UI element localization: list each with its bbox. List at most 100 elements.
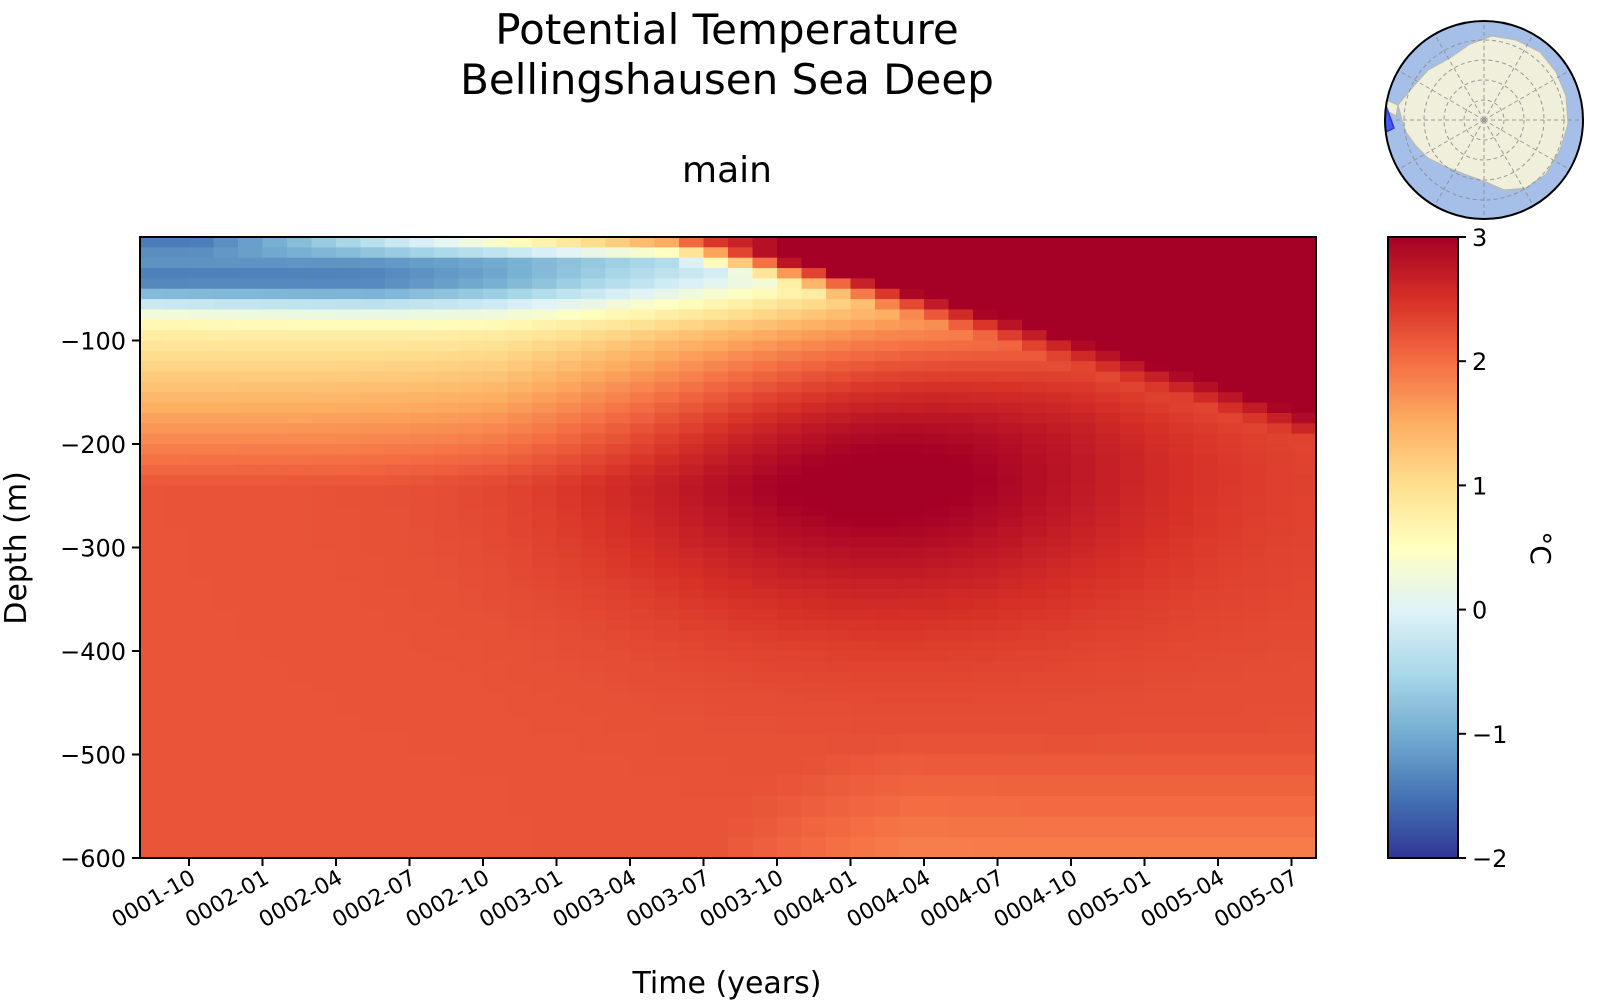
heatmap-cell [1291,568,1317,580]
heatmap-cell [1291,682,1317,693]
heatmap-cell [899,381,925,393]
colorbar-label: °C [1524,531,1557,565]
heatmap-cell [1193,361,1219,373]
heatmap-cell [164,837,190,859]
heatmap-cell [164,464,190,476]
heatmap-cell [924,640,950,652]
heatmap-cell [1267,350,1293,362]
heatmap-cell [238,578,264,590]
heatmap-cell [605,340,631,352]
heatmap-cell [532,330,558,342]
heatmap-cell [434,454,460,466]
heatmap-cell [777,671,803,683]
heatmap-cell [1120,692,1146,704]
heatmap-cell [262,640,288,652]
heatmap-cell [556,733,582,756]
heatmap-cell [1193,715,1219,735]
heatmap-cell [679,630,705,642]
heatmap-cell [336,526,362,538]
heatmap-cell [262,526,288,538]
heatmap-cell [1169,754,1195,776]
heatmap-cell [262,506,288,518]
heatmap-cell [1291,381,1317,393]
heatmap-cell [262,754,288,776]
heatmap-cell [1071,309,1097,321]
heatmap-cell [899,402,925,414]
heatmap-cell [360,754,386,776]
heatmap-cell [581,402,607,414]
heatmap-cell [140,381,166,393]
heatmap-cell [409,537,435,549]
heatmap-cell [850,361,876,373]
colorbar-tick-label: 1 [1472,472,1487,500]
x-tick-label: 0001-10 [108,866,200,934]
heatmap-cell [997,392,1023,404]
heatmap-cell [752,340,778,352]
heatmap-cell [850,557,876,569]
heatmap-cell [1267,330,1293,342]
heatmap-cell [1291,537,1317,549]
heatmap-cell [1144,526,1170,538]
heatmap-cell [899,423,925,435]
heatmap-cell [311,692,337,704]
heatmap-cell [385,795,411,818]
heatmap-cell [973,526,999,538]
heatmap-cell [140,340,166,352]
heatmap-cell [899,578,925,590]
heatmap-cell [213,257,239,269]
heatmap-cell [1193,371,1219,383]
heatmap-cell [238,526,264,538]
heatmap-cell [1267,319,1293,331]
heatmap-cell [1169,299,1195,311]
heatmap-cell [1193,816,1219,838]
x-tick-label: 0002-01 [181,866,273,934]
heatmap-cell [826,526,852,538]
heatmap-cell [1022,495,1048,507]
heatmap-cell [973,516,999,528]
colorbar-fill [1387,236,1459,859]
heatmap-cell [850,257,876,269]
heatmap-cell [213,588,239,600]
heatmap-cell [189,619,215,631]
heatmap-cell [507,464,533,476]
heatmap-cell [409,682,435,693]
heatmap-cell [189,299,215,311]
heatmap-cell [826,661,852,673]
heatmap-cell [850,837,876,859]
heatmap-cell [801,309,827,321]
heatmap-cell [605,733,631,756]
heatmap-cell [1120,454,1146,466]
heatmap-cell [483,444,509,455]
heatmap-cell [360,288,386,300]
map-latitude-circle [1463,99,1505,141]
heatmap-cell [434,754,460,776]
heatmap-cell [311,837,337,859]
heatmap-cell [458,237,484,248]
heatmap-cell [605,651,631,662]
heatmap-cell [213,340,239,352]
heatmap-cell [1267,651,1293,662]
heatmap-cell [801,640,827,652]
heatmap-cell [728,588,754,600]
heatmap-cell [1046,402,1072,414]
heatmap-cell [1291,795,1317,818]
heatmap-cell [752,247,778,259]
heatmap-cell [777,537,803,549]
heatmap-cell [973,423,999,435]
heatmap-cell [409,464,435,476]
heatmap-cell [1046,340,1072,352]
heatmap-cell [360,733,386,756]
heatmap-cell [1242,433,1268,445]
heatmap-cell [801,547,827,559]
heatmap-cell [1218,537,1244,549]
heatmap-cell [581,361,607,373]
heatmap-cell [1120,423,1146,435]
heatmap-cell [238,412,264,424]
heatmap-cell [1046,237,1072,248]
heatmap-cell [1242,309,1268,321]
heatmap-cell [654,630,680,642]
heatmap-cell [924,733,950,756]
heatmap-cell [336,609,362,621]
heatmap-cell [311,433,337,445]
heatmap-cell [605,537,631,549]
